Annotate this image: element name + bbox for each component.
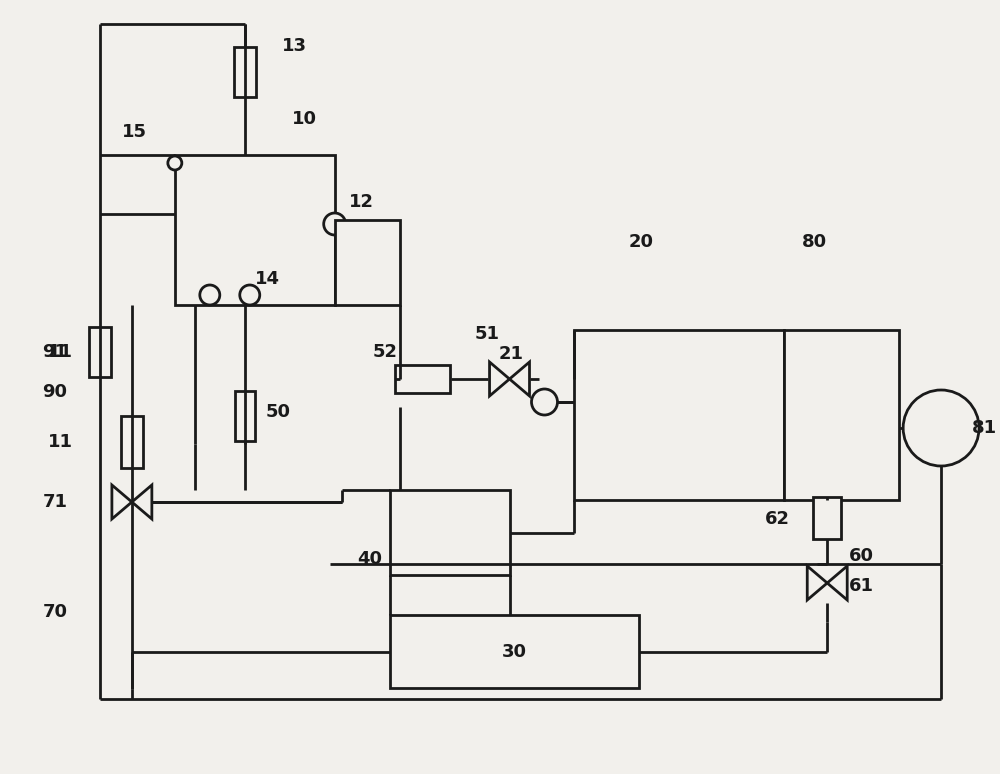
Circle shape (168, 156, 182, 170)
Text: 91: 91 (42, 343, 67, 361)
Text: 70: 70 (42, 603, 67, 621)
Polygon shape (807, 566, 827, 600)
Circle shape (324, 213, 346, 235)
Bar (813, 497, 841, 539)
Text: 10: 10 (292, 110, 317, 128)
Text: 60: 60 (849, 547, 874, 565)
Text: 11: 11 (47, 343, 72, 361)
Circle shape (903, 390, 979, 466)
Text: 80: 80 (802, 233, 827, 251)
Text: 12: 12 (349, 193, 374, 211)
Circle shape (200, 285, 220, 305)
Bar (89, 327, 111, 377)
Bar (784, 330, 899, 500)
Polygon shape (132, 485, 152, 519)
Bar (335, 220, 400, 305)
Circle shape (532, 389, 557, 415)
Polygon shape (490, 362, 510, 396)
Bar (175, 155, 335, 305)
Bar (234, 47, 256, 97)
Text: 50: 50 (265, 403, 290, 421)
Polygon shape (827, 566, 847, 600)
Text: 13: 13 (282, 37, 307, 55)
Bar (390, 615, 639, 688)
Polygon shape (510, 362, 530, 396)
Text: 61: 61 (849, 577, 874, 595)
Text: 15: 15 (122, 123, 147, 141)
Text: 20: 20 (629, 233, 654, 251)
Bar (121, 416, 143, 468)
Text: 30: 30 (502, 643, 527, 661)
Text: 21: 21 (499, 345, 524, 363)
Bar (574, 330, 784, 500)
Text: 90: 90 (42, 383, 67, 401)
Text: 81: 81 (972, 419, 997, 437)
Text: 11: 11 (47, 433, 72, 451)
Text: 51: 51 (475, 325, 500, 343)
Text: 14: 14 (255, 270, 280, 288)
Bar (390, 490, 510, 575)
Bar (235, 391, 255, 441)
Circle shape (240, 285, 260, 305)
Polygon shape (112, 485, 132, 519)
Text: 40: 40 (357, 550, 382, 568)
Text: 52: 52 (372, 343, 397, 361)
Text: 62: 62 (765, 510, 790, 528)
Text: 71: 71 (42, 493, 67, 511)
Bar (395, 365, 450, 393)
